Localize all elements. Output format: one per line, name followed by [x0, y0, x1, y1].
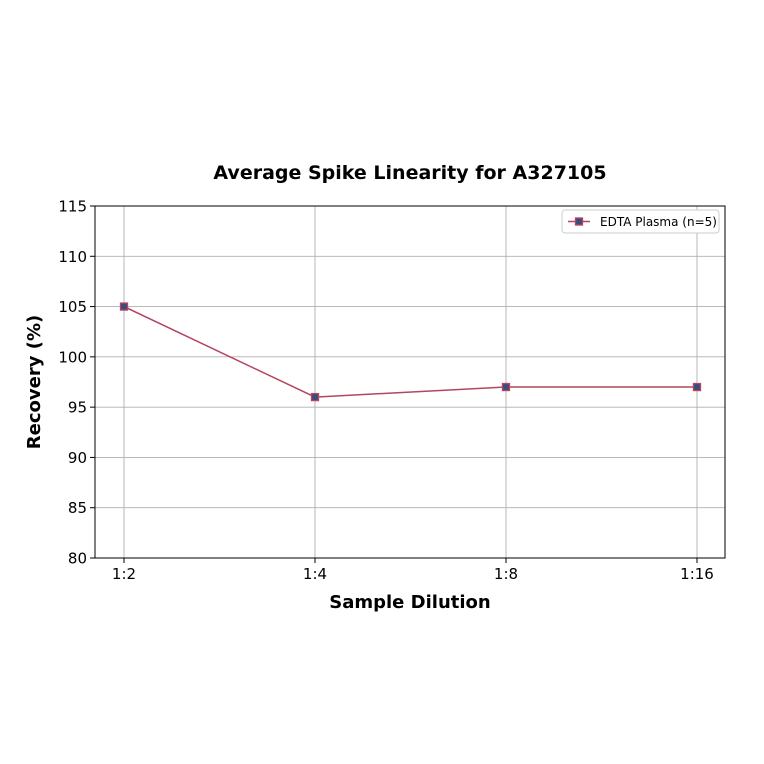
x-tick-label: 1:8 — [494, 565, 518, 583]
series-line — [123, 305, 697, 398]
y-tick-label: 85 — [68, 499, 87, 517]
chart-title: Average Spike Linearity for A327105 — [213, 162, 606, 184]
y-tick-label: 105 — [58, 298, 87, 316]
y-tick-label: 115 — [58, 198, 87, 216]
x-tick-label: 1:16 — [680, 565, 714, 583]
y-tick-label: 110 — [58, 248, 87, 266]
y-tick-label: 90 — [68, 449, 87, 467]
y-axis-ticks: 80 85 90 95 100 105 110 115 — [58, 198, 95, 568]
x-tick-label: 1:2 — [112, 565, 136, 583]
data-point — [501, 382, 511, 392]
data-point — [310, 392, 320, 402]
series-layer — [119, 302, 702, 402]
y-tick-label: 100 — [58, 348, 87, 366]
legend-label: EDTA Plasma (n=5) — [600, 215, 717, 229]
legend-marker — [574, 217, 584, 226]
plot-frame — [94, 205, 726, 559]
x-tick-label: 1:4 — [303, 565, 327, 583]
data-point — [692, 382, 702, 392]
y-tick-label: 80 — [68, 550, 87, 568]
grid — [95, 205, 725, 559]
legend-box — [561, 209, 720, 234]
data-point — [119, 302, 129, 311]
y-tick-label: 95 — [68, 399, 87, 417]
x-axis-ticks: 1:2 1:4 1:8 1:16 — [112, 558, 714, 583]
legend: EDTA Plasma (n=5) — [561, 209, 720, 234]
y-axis-label: Recovery (%) — [24, 315, 45, 449]
x-axis-label: Sample Dilution — [329, 592, 490, 613]
